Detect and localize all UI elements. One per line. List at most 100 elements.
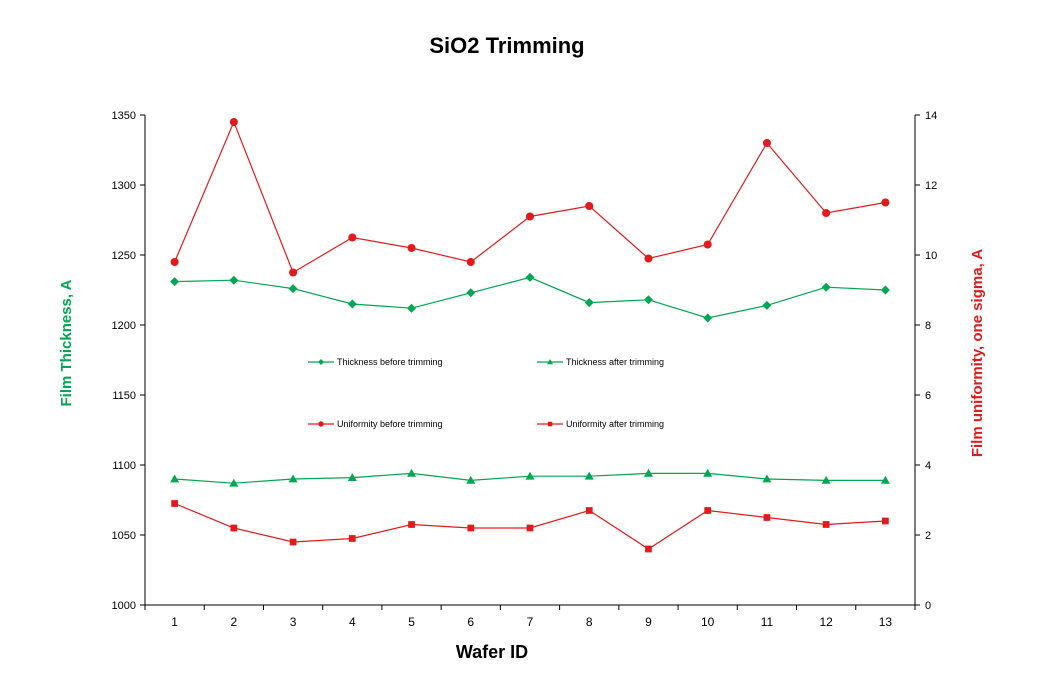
legend-label: Thickness before trimming <box>337 357 443 367</box>
data-point <box>170 257 179 267</box>
series-uniformity-after-trimming <box>171 500 889 553</box>
x-tick-label: 13 <box>879 615 893 629</box>
x-tick-label: 3 <box>290 615 297 629</box>
data-point <box>407 303 417 313</box>
y-tick-label-right: 14 <box>925 110 937 122</box>
data-point <box>171 500 178 507</box>
y-tick-label-left: 1050 <box>112 530 136 542</box>
data-point <box>525 272 535 282</box>
data-point <box>763 514 771 521</box>
data-point <box>822 521 830 528</box>
data-point <box>762 474 772 483</box>
y-tick-label-left: 1250 <box>112 250 136 262</box>
y-tick-label-right: 6 <box>925 390 931 402</box>
data-point <box>229 275 239 285</box>
x-tick-label: 2 <box>231 615 238 629</box>
y-tick-label-right: 10 <box>925 250 937 262</box>
y-tick-label-right: 2 <box>925 530 931 542</box>
legend-item: Thickness before trimming <box>308 357 443 367</box>
legend-marker <box>318 359 324 365</box>
x-tick-label: 10 <box>701 615 715 629</box>
series-uniformity-before-trimming <box>170 117 890 277</box>
x-axis-label: Wafer ID <box>456 642 528 662</box>
data-point <box>643 468 653 477</box>
y-tick-label-left: 1150 <box>112 390 136 402</box>
x-tick-label: 1 <box>171 615 178 629</box>
data-point <box>466 257 475 267</box>
data-point <box>821 282 831 292</box>
data-point <box>289 538 297 546</box>
data-point <box>762 300 772 310</box>
x-tick-label: 5 <box>408 615 415 629</box>
data-point <box>703 468 713 477</box>
data-point <box>585 201 594 211</box>
data-point <box>882 517 889 525</box>
data-point <box>408 521 415 528</box>
y-tick-label-left: 1350 <box>112 110 136 122</box>
legend: Thickness before trimming Thickness after… <box>308 357 664 429</box>
data-point <box>170 474 180 483</box>
y-axis-label-left: Film Thickness, A <box>58 279 75 406</box>
data-point <box>643 295 653 305</box>
y-tick-label-right: 12 <box>925 180 937 192</box>
x-tick-label: 7 <box>527 615 534 629</box>
series-thickness-after-trimming <box>170 468 890 487</box>
y-tick-label-left: 1000 <box>112 600 136 612</box>
data-point <box>407 468 417 477</box>
legend-label: Uniformity after trimming <box>566 419 664 429</box>
legend-item: Uniformity after trimming <box>537 419 664 429</box>
data-point <box>821 475 831 484</box>
y-tick-label-left: 1200 <box>112 320 136 332</box>
data-point <box>822 208 831 218</box>
y-tick-label-right: 4 <box>925 460 931 472</box>
data-point <box>880 285 890 295</box>
data-point <box>526 524 534 532</box>
data-point <box>229 117 238 127</box>
data-point <box>645 545 652 553</box>
data-point <box>584 298 594 308</box>
data-point <box>170 277 180 287</box>
x-tick-label: 9 <box>645 615 652 629</box>
data-point <box>585 507 593 514</box>
data-point <box>289 268 298 277</box>
chart-title: SiO2 Trimming <box>429 33 584 58</box>
data-point <box>525 212 535 221</box>
legend-marker <box>547 359 553 365</box>
series-line <box>174 276 886 319</box>
y-axis-label-right: Film uniformity, one sigma, A <box>969 249 986 458</box>
x-tick-label: 4 <box>349 615 356 629</box>
legend-marker <box>547 421 553 427</box>
x-tick-label: 8 <box>586 615 593 629</box>
y-tick-label-left: 1300 <box>112 180 136 192</box>
axes: 1000 1050 1100 1150 1200 1250 1300 1350 0 2 4 6 8 10 1… <box>112 110 938 629</box>
x-tick-label: 12 <box>819 615 833 629</box>
data-point <box>466 475 476 484</box>
data-point <box>348 535 356 542</box>
data-point <box>525 471 535 480</box>
data-point <box>762 138 771 148</box>
data-point <box>644 254 653 263</box>
data-point <box>229 478 239 487</box>
series-layer <box>170 117 890 553</box>
data-point <box>288 284 298 294</box>
data-point <box>347 299 357 309</box>
legend-label: Uniformity before trimming <box>337 419 443 429</box>
data-point <box>880 475 890 484</box>
data-point <box>467 524 475 532</box>
series-line <box>174 120 886 274</box>
data-point <box>230 524 238 532</box>
x-tick-label: 11 <box>761 615 774 629</box>
x-tick-label: 6 <box>467 615 474 629</box>
data-point <box>407 243 416 253</box>
data-point <box>288 474 298 483</box>
data-point <box>703 240 712 249</box>
legend-item: Uniformity before trimming <box>308 419 443 429</box>
data-point <box>347 473 357 481</box>
legend-item: Thickness after trimming <box>537 357 664 367</box>
data-point <box>584 471 594 480</box>
legend-label: Thickness after trimming <box>566 357 664 367</box>
y-tick-label-right: 0 <box>925 600 931 612</box>
data-point <box>348 233 357 242</box>
y-tick-label-right: 8 <box>925 320 931 332</box>
